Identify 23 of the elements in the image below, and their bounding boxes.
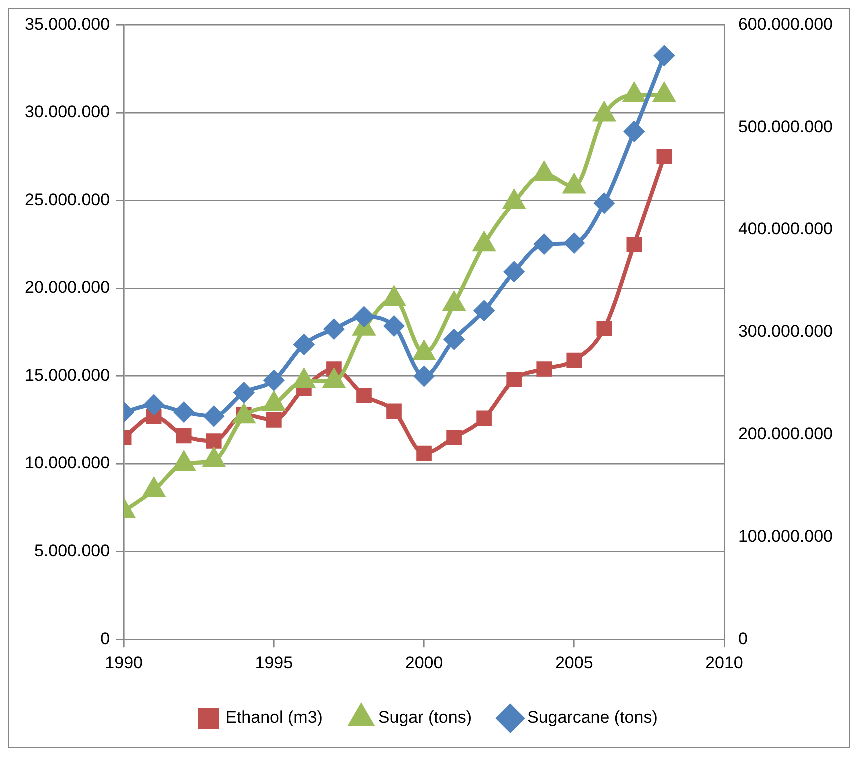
y2-tick-label: 300.000.000 <box>738 322 834 342</box>
x-tick-label: 1995 <box>255 653 294 672</box>
y-tick-label: 30.000.000 <box>24 102 110 122</box>
y2-tick-label: 600.000.000 <box>738 14 834 34</box>
legend-label: Ethanol (m3) <box>226 708 323 728</box>
y-tick-label: 25.000.000 <box>24 190 110 210</box>
y-tick-label: 5.000.000 <box>34 542 110 561</box>
legend-label: Sugar (tons) <box>378 708 472 728</box>
y-tick-label: 20.000.000 <box>24 278 110 298</box>
y-tick-label: 0 <box>100 629 110 648</box>
x-tick-label: 1990 <box>105 653 143 672</box>
y2-tick-label: 0 <box>738 629 748 648</box>
legend-label: Sugarcane (tons) <box>527 708 658 728</box>
y-tick-label: 10.000.000 <box>24 454 110 473</box>
y2-tick-label: 500.000.000 <box>738 117 834 136</box>
x-tick-label: 2000 <box>405 653 444 672</box>
y2-tick-label: 400.000.000 <box>738 220 834 239</box>
y2-tick-label: 100.000.000 <box>738 526 834 546</box>
y2-tick-label: 200.000.000 <box>738 424 834 444</box>
x-tick-label: 2010 <box>706 653 744 672</box>
y-tick-label: 35.000.000 <box>24 14 110 34</box>
x-tick-label: 2005 <box>555 653 594 672</box>
y-tick-label: 15.000.000 <box>24 366 110 385</box>
